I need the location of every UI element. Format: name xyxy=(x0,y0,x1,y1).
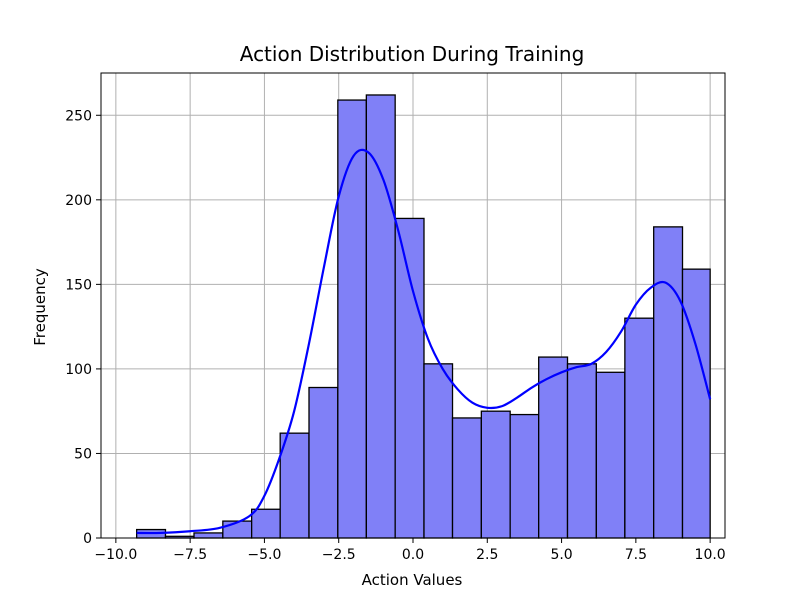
x-tick-label: −7.5 xyxy=(173,547,207,563)
histogram-bar xyxy=(279,432,310,539)
x-tick-label: −2.5 xyxy=(322,547,356,563)
x-axis-label: Action Values xyxy=(362,571,463,589)
histogram-bar xyxy=(193,532,224,539)
histogram-bar xyxy=(394,217,425,539)
x-tick-label: 2.5 xyxy=(476,547,498,563)
histogram-bar xyxy=(509,413,540,539)
histogram-bar xyxy=(480,410,511,539)
kde-line xyxy=(136,148,712,535)
x-tick-label: 5.0 xyxy=(550,547,572,563)
x-tick-label: 0.0 xyxy=(402,547,424,563)
histogram-bar xyxy=(451,417,482,539)
histogram-bar xyxy=(365,94,396,539)
y-tick-label: 150 xyxy=(65,277,92,293)
histogram-bar xyxy=(681,268,711,539)
y-tick-label: 0 xyxy=(83,531,92,547)
y-tick-label: 250 xyxy=(65,108,92,124)
chart-title: Action Distribution During Training xyxy=(240,42,585,66)
y-axis-label: Frequency xyxy=(31,268,49,346)
histogram-bar xyxy=(595,371,626,539)
histogram-bar xyxy=(251,508,281,539)
histogram-bar xyxy=(653,226,684,539)
y-tick-label: 100 xyxy=(65,362,92,378)
histogram-bar xyxy=(624,317,655,539)
x-tick-label: 7.5 xyxy=(625,547,647,563)
histogram-bar xyxy=(538,356,569,539)
histogram-bar xyxy=(308,386,339,539)
histogram-bar xyxy=(337,99,367,539)
histogram-bar xyxy=(423,363,454,539)
kde-curve-group xyxy=(136,148,712,535)
histogram-bar xyxy=(222,520,253,539)
x-tick-label: −10.0 xyxy=(94,547,137,563)
histogram-bar xyxy=(566,363,597,539)
histogram-bars xyxy=(136,94,711,539)
x-tick-label: 10.0 xyxy=(695,547,726,563)
axes: −10.0 −7.5 −5.0 −2.5 0.0 2.5 5.0 7.5 10.0 0 50 100 1… xyxy=(65,72,726,563)
y-tick-label: 50 xyxy=(74,446,92,462)
x-tick-label: −5.0 xyxy=(247,547,281,563)
y-tick-label: 200 xyxy=(65,193,92,209)
